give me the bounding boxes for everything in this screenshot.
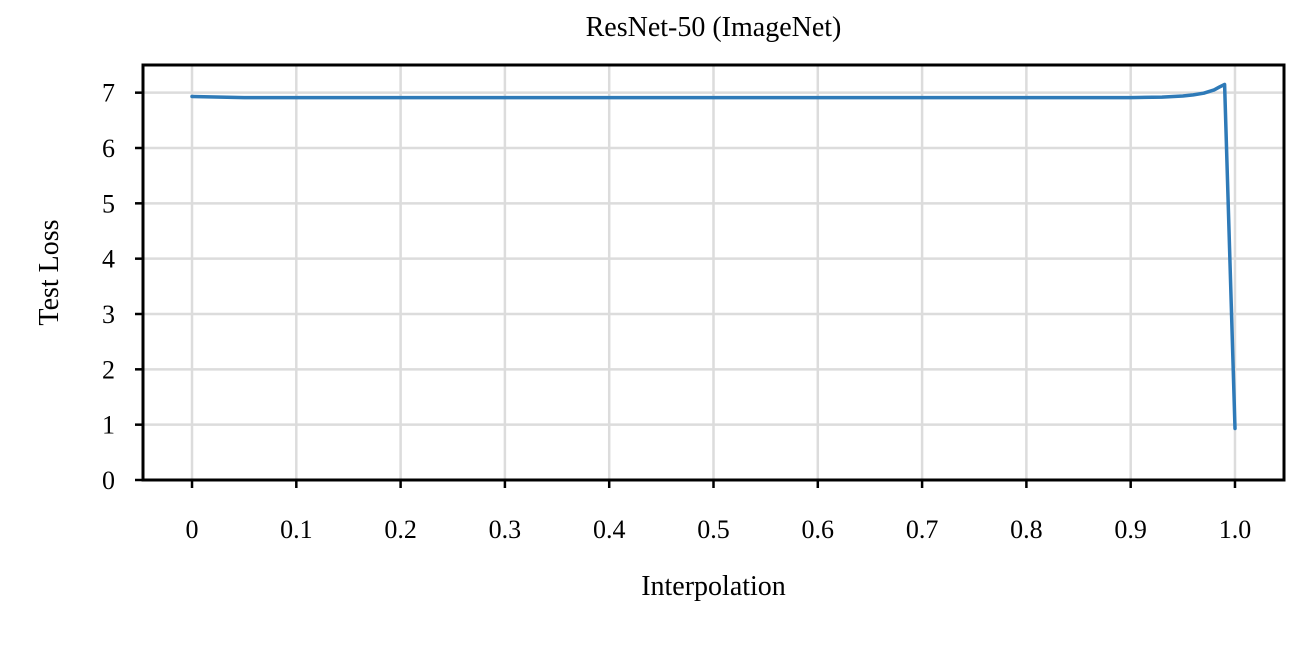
chart-title: ResNet-50 (ImageNet) xyxy=(586,12,842,43)
x-tick-label: 0.3 xyxy=(489,515,522,544)
x-tick-label: 0.7 xyxy=(906,515,939,544)
series-layer xyxy=(190,82,1237,431)
x-tick-label: 0.8 xyxy=(1010,515,1043,544)
series-line xyxy=(190,82,1237,431)
x-tick-label: 0 xyxy=(186,515,199,544)
y-tick-label: 0 xyxy=(102,466,115,495)
y-tick-label: 7 xyxy=(102,79,115,108)
y-tick-label: 6 xyxy=(102,134,115,163)
grid-lines xyxy=(143,65,1284,480)
axis-ticks: 0 0.1 0.2 0.3 0.4 0.5 0.6 0.7 0.8 0.9 1.0 0 1 2 3 4 5 6 7 xyxy=(102,79,1251,544)
y-tick-label: 4 xyxy=(102,245,115,274)
x-axis-label: Interpolation xyxy=(641,571,786,602)
y-tick-label: 2 xyxy=(102,355,115,384)
y-axis-label: Test Loss xyxy=(34,219,65,325)
y-tick-label: 5 xyxy=(102,189,115,218)
x-tick-label: 0.2 xyxy=(384,515,417,544)
x-tick-label: 0.4 xyxy=(593,515,626,544)
y-tick-label: 3 xyxy=(102,300,115,329)
x-tick-label: 1.0 xyxy=(1219,515,1252,544)
x-tick-label: 0.9 xyxy=(1114,515,1147,544)
x-tick-label: 0.1 xyxy=(280,515,313,544)
x-tick-label: 0.6 xyxy=(802,515,835,544)
x-tick-label: 0.5 xyxy=(697,515,730,544)
y-tick-label: 1 xyxy=(102,411,115,440)
